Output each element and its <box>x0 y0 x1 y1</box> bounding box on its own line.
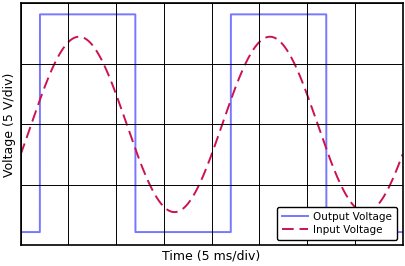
Output Voltage <box>34 230 39 234</box>
Input Voltage <box>267 35 272 38</box>
Input Voltage <box>172 210 177 214</box>
Output Voltage <box>93 13 98 16</box>
Output Voltage <box>37 13 42 16</box>
Output Voltage <box>379 230 384 234</box>
Line: Output Voltage: Output Voltage <box>21 14 401 232</box>
Input Voltage <box>41 89 46 92</box>
Input Voltage <box>205 164 209 167</box>
X-axis label: Time (5 ms/div): Time (5 ms/div) <box>162 250 260 263</box>
Input Voltage <box>93 48 98 51</box>
Output Voltage <box>205 230 209 234</box>
Line: Input Voltage: Input Voltage <box>21 37 401 212</box>
Legend: Output Voltage, Input Voltage: Output Voltage, Input Voltage <box>276 207 396 240</box>
Input Voltage <box>20 148 25 151</box>
Y-axis label: Voltage (5 V/div): Voltage (5 V/div) <box>4 72 17 177</box>
Output Voltage <box>18 230 23 234</box>
Output Voltage <box>41 13 46 16</box>
Output Voltage <box>399 230 404 234</box>
Input Voltage <box>18 153 23 156</box>
Input Voltage <box>34 108 39 111</box>
Input Voltage <box>379 197 384 201</box>
Input Voltage <box>399 153 404 156</box>
Output Voltage <box>20 230 25 234</box>
